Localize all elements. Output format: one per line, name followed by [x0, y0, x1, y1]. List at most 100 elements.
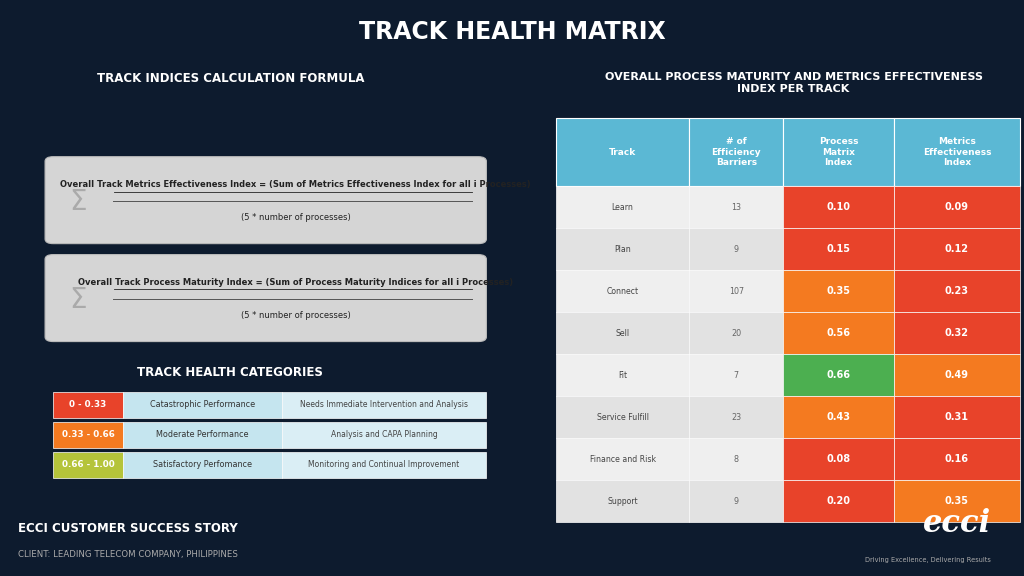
FancyBboxPatch shape: [783, 186, 894, 228]
Text: ecci: ecci: [923, 507, 991, 539]
Text: 0.16: 0.16: [945, 454, 969, 464]
FancyBboxPatch shape: [556, 270, 689, 312]
FancyBboxPatch shape: [123, 422, 282, 448]
Text: 0.49: 0.49: [945, 370, 969, 380]
Text: 7: 7: [733, 371, 739, 380]
FancyBboxPatch shape: [53, 452, 123, 478]
Text: 13: 13: [731, 203, 741, 211]
Text: Track: Track: [609, 147, 636, 157]
Text: Metrics
Effectiveness
Index: Metrics Effectiveness Index: [923, 137, 991, 167]
Text: 0.12: 0.12: [945, 244, 969, 254]
FancyBboxPatch shape: [894, 480, 1020, 522]
Text: 8: 8: [734, 455, 738, 464]
FancyBboxPatch shape: [45, 157, 486, 244]
Text: 0.09: 0.09: [945, 202, 969, 212]
Text: Moderate Performance: Moderate Performance: [156, 430, 249, 439]
Text: 0.10: 0.10: [826, 202, 851, 212]
Text: 0.15: 0.15: [826, 244, 851, 254]
FancyBboxPatch shape: [53, 392, 123, 418]
FancyBboxPatch shape: [783, 396, 894, 438]
Text: Fit: Fit: [618, 371, 627, 380]
Text: # of
Efficiency
Barriers: # of Efficiency Barriers: [712, 137, 761, 167]
Text: 20: 20: [731, 329, 741, 338]
Text: ECCI CUSTOMER SUCCESS STORY: ECCI CUSTOMER SUCCESS STORY: [18, 521, 239, 535]
FancyBboxPatch shape: [689, 228, 783, 270]
FancyBboxPatch shape: [556, 186, 689, 228]
Text: CLIENT: LEADING TELECOM COMPANY, PHILIPPINES: CLIENT: LEADING TELECOM COMPANY, PHILIPP…: [18, 550, 239, 559]
FancyBboxPatch shape: [783, 438, 894, 480]
Text: Overall Track Process Maturity Index = (Sum of Process Maturity Indices for all : Overall Track Process Maturity Index = (…: [78, 278, 513, 287]
Text: 9: 9: [733, 497, 739, 506]
FancyBboxPatch shape: [783, 228, 894, 270]
FancyBboxPatch shape: [894, 312, 1020, 354]
Text: 0 - 0.33: 0 - 0.33: [70, 400, 106, 410]
FancyBboxPatch shape: [689, 186, 783, 228]
Text: 0.56: 0.56: [826, 328, 851, 338]
Text: Finance and Risk: Finance and Risk: [590, 455, 655, 464]
Text: Service Fulfill: Service Fulfill: [597, 413, 648, 422]
FancyBboxPatch shape: [556, 312, 689, 354]
Text: TRACK INDICES CALCULATION FORMULA: TRACK INDICES CALCULATION FORMULA: [96, 72, 365, 85]
Text: (5 * number of processes): (5 * number of processes): [241, 213, 350, 222]
Text: 9: 9: [733, 245, 739, 253]
Text: 0.43: 0.43: [826, 412, 851, 422]
FancyBboxPatch shape: [53, 422, 123, 448]
FancyBboxPatch shape: [556, 118, 689, 186]
Text: Satisfactory Perfomance: Satisfactory Perfomance: [153, 460, 252, 469]
Text: TRACK HEALTH MATRIX: TRACK HEALTH MATRIX: [358, 20, 666, 44]
Text: Connect: Connect: [606, 287, 639, 295]
FancyBboxPatch shape: [123, 452, 282, 478]
Text: Catastrophic Performance: Catastrophic Performance: [150, 400, 255, 410]
Text: Learn: Learn: [611, 203, 634, 211]
FancyBboxPatch shape: [783, 354, 894, 396]
Text: Process
Matrix
Index: Process Matrix Index: [819, 137, 858, 167]
FancyBboxPatch shape: [783, 312, 894, 354]
Text: 0.08: 0.08: [826, 454, 851, 464]
FancyBboxPatch shape: [783, 118, 894, 186]
Text: Monitoring and Continual Improvement: Monitoring and Continual Improvement: [308, 460, 460, 469]
FancyBboxPatch shape: [45, 255, 486, 342]
FancyBboxPatch shape: [689, 312, 783, 354]
Text: OVERALL PROCESS MATURITY AND METRICS EFFECTIVENESS
INDEX PER TRACK: OVERALL PROCESS MATURITY AND METRICS EFF…: [604, 72, 983, 94]
Text: 23: 23: [731, 413, 741, 422]
Text: Plan: Plan: [614, 245, 631, 253]
FancyBboxPatch shape: [556, 438, 689, 480]
FancyBboxPatch shape: [894, 228, 1020, 270]
FancyBboxPatch shape: [123, 392, 282, 418]
FancyBboxPatch shape: [689, 438, 783, 480]
Text: (5 * number of processes): (5 * number of processes): [241, 310, 350, 320]
Text: 0.20: 0.20: [826, 497, 851, 506]
Text: 0.35: 0.35: [945, 497, 969, 506]
Text: Analysis and CAPA Planning: Analysis and CAPA Planning: [331, 430, 437, 439]
FancyBboxPatch shape: [689, 354, 783, 396]
Text: Σ: Σ: [70, 286, 87, 314]
Text: 0.23: 0.23: [945, 286, 969, 296]
FancyBboxPatch shape: [556, 228, 689, 270]
Text: 0.66: 0.66: [826, 370, 851, 380]
FancyBboxPatch shape: [689, 480, 783, 522]
FancyBboxPatch shape: [282, 392, 486, 418]
Text: Σ: Σ: [70, 188, 87, 216]
Text: 0.35: 0.35: [826, 286, 851, 296]
Text: 107: 107: [729, 287, 743, 295]
FancyBboxPatch shape: [894, 270, 1020, 312]
FancyBboxPatch shape: [689, 118, 783, 186]
Text: 0.66 - 1.00: 0.66 - 1.00: [61, 460, 115, 469]
Text: 0.33 - 0.66: 0.33 - 0.66: [61, 430, 115, 439]
FancyBboxPatch shape: [783, 480, 894, 522]
Text: 0.32: 0.32: [945, 328, 969, 338]
FancyBboxPatch shape: [894, 438, 1020, 480]
FancyBboxPatch shape: [894, 186, 1020, 228]
Text: Overall Track Metrics Effectiveness Index = (Sum of Metrics Effectiveness Index : Overall Track Metrics Effectiveness Inde…: [60, 180, 530, 189]
FancyBboxPatch shape: [556, 354, 689, 396]
Text: Needs Immediate Intervention and Analysis: Needs Immediate Intervention and Analysi…: [300, 400, 468, 410]
FancyBboxPatch shape: [894, 354, 1020, 396]
FancyBboxPatch shape: [282, 452, 486, 478]
Text: 0.31: 0.31: [945, 412, 969, 422]
FancyBboxPatch shape: [556, 480, 689, 522]
FancyBboxPatch shape: [894, 118, 1020, 186]
Text: Sell: Sell: [615, 329, 630, 338]
FancyBboxPatch shape: [282, 422, 486, 448]
FancyBboxPatch shape: [556, 396, 689, 438]
FancyBboxPatch shape: [783, 270, 894, 312]
